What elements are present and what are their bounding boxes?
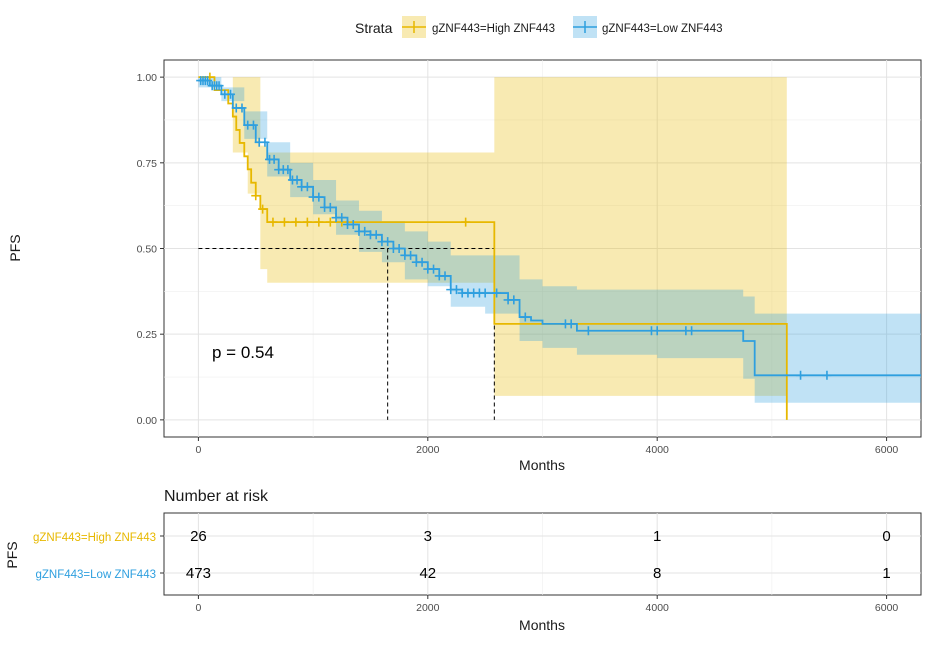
censor-mark-low: [687, 326, 697, 336]
censor-mark-low: [566, 319, 576, 329]
risk-table-title: Number at risk: [164, 488, 269, 505]
censor-mark-high: [279, 217, 289, 227]
risk-x-tick-label: 6000: [875, 602, 899, 614]
legend-key-high: [402, 16, 426, 38]
risk-cell: 1: [653, 528, 661, 545]
censor-mark-low: [269, 154, 279, 164]
censor-mark-low: [260, 137, 270, 147]
risk-grid: [164, 513, 921, 595]
y-tick-label: 0.75: [137, 158, 158, 170]
censor-mark-low: [237, 103, 247, 113]
ci-band-low: [198, 77, 922, 403]
censor-mark-high: [461, 217, 471, 227]
risk-cell: 473: [186, 565, 211, 582]
censor-mark-high: [314, 217, 324, 227]
censor-mark-low: [292, 175, 302, 185]
risk-x-axis-title: Months: [519, 617, 565, 633]
censor-mark-low: [337, 213, 347, 223]
legend-label-low: gZNF443=Low ZNF443: [602, 23, 723, 35]
legend-label-high: gZNF443=High ZNF443: [432, 23, 555, 35]
censor-mark-low: [822, 370, 832, 380]
legend: Strata gZNF443=High ZNF443 gZNF443=Low Z…: [355, 16, 723, 38]
legend-title: Strata: [355, 20, 393, 36]
censor-mark-low: [509, 295, 519, 305]
censor-mark-low: [480, 288, 490, 298]
risk-y-axis-title: PFS: [4, 541, 20, 568]
legend-key-low: [573, 16, 597, 38]
censor-mark-low: [302, 182, 312, 192]
risk-row-label-low: gZNF443=Low ZNF443: [36, 569, 157, 581]
censor-mark-low: [520, 312, 530, 322]
risk-row-label-high: gZNF443=High ZNF443: [33, 532, 156, 544]
censor-marks: [196, 72, 832, 380]
censor-mark-low: [360, 226, 370, 236]
survival-curve-high: [198, 76, 788, 420]
y-tick-label: 0.25: [137, 329, 158, 341]
ci-band-high: [198, 77, 787, 396]
risk-cell: 3: [424, 528, 432, 545]
risk-cell: 0: [882, 528, 890, 545]
censor-mark-high: [251, 191, 261, 201]
x-tick-label: 0: [195, 444, 201, 456]
grid: [164, 60, 921, 437]
censor-mark-low: [371, 230, 381, 240]
risk-cells: 26 3 1 0 473 42 8 1: [160, 528, 891, 582]
km-plot: 0 2000 4000 6000 0.00 0.25 0.50 0.75 1.00 p = 0.…: [7, 59, 922, 473]
censor-mark-low: [429, 264, 439, 274]
censor-mark-low: [226, 89, 236, 99]
risk-axes: 0 2000 4000 6000: [195, 595, 898, 614]
axes: 0 2000 4000 6000 0.00 0.25 0.50 0.75 1.00: [137, 72, 899, 456]
censor-mark-high: [325, 217, 335, 227]
risk-x-tick-label: 0: [195, 602, 201, 614]
censor-mark-high: [258, 204, 268, 214]
censor-mark-low: [348, 220, 358, 230]
risk-table: Number at risk 26 3 1 0 473 42 8 1 0 2000 4000 600…: [4, 488, 922, 633]
censor-mark-low: [314, 192, 324, 202]
p-value-annotation: p = 0.54: [212, 343, 274, 362]
censor-mark-high: [291, 217, 301, 227]
risk-x-tick-label: 4000: [646, 602, 670, 614]
y-tick-label: 0.00: [137, 415, 158, 427]
censor-mark-low: [214, 81, 224, 91]
censor-mark-low: [406, 250, 416, 260]
censor-mark-low: [325, 202, 335, 212]
censor-mark-low: [383, 237, 393, 247]
censor-mark-high: [302, 217, 312, 227]
x-axis-title: Months: [519, 457, 565, 473]
censor-mark-low: [203, 76, 213, 86]
x-tick-label: 4000: [646, 444, 670, 456]
x-tick-label: 2000: [416, 444, 440, 456]
x-tick-label: 6000: [875, 444, 899, 456]
censor-mark-high: [268, 217, 278, 227]
risk-cell: 1: [882, 565, 890, 582]
censor-mark-low: [248, 120, 258, 130]
censor-mark-low: [492, 288, 502, 298]
censor-mark-low: [796, 370, 806, 380]
y-tick-label: 1.00: [137, 72, 158, 84]
risk-x-tick-label: 2000: [416, 602, 440, 614]
risk-cell: 42: [419, 565, 436, 582]
censor-mark-low: [652, 326, 662, 336]
risk-cell: 26: [190, 528, 207, 545]
censor-mark-low: [583, 326, 593, 336]
censor-mark-low: [283, 165, 293, 175]
risk-cell: 8: [653, 565, 661, 582]
ci-bands: [198, 77, 922, 403]
y-tick-label: 0.50: [137, 244, 158, 256]
censor-mark-low: [394, 244, 404, 253]
censor-mark-low: [417, 257, 427, 267]
y-axis-title: PFS: [7, 234, 23, 261]
censor-mark-low: [451, 285, 461, 295]
censor-mark-low: [440, 271, 450, 281]
